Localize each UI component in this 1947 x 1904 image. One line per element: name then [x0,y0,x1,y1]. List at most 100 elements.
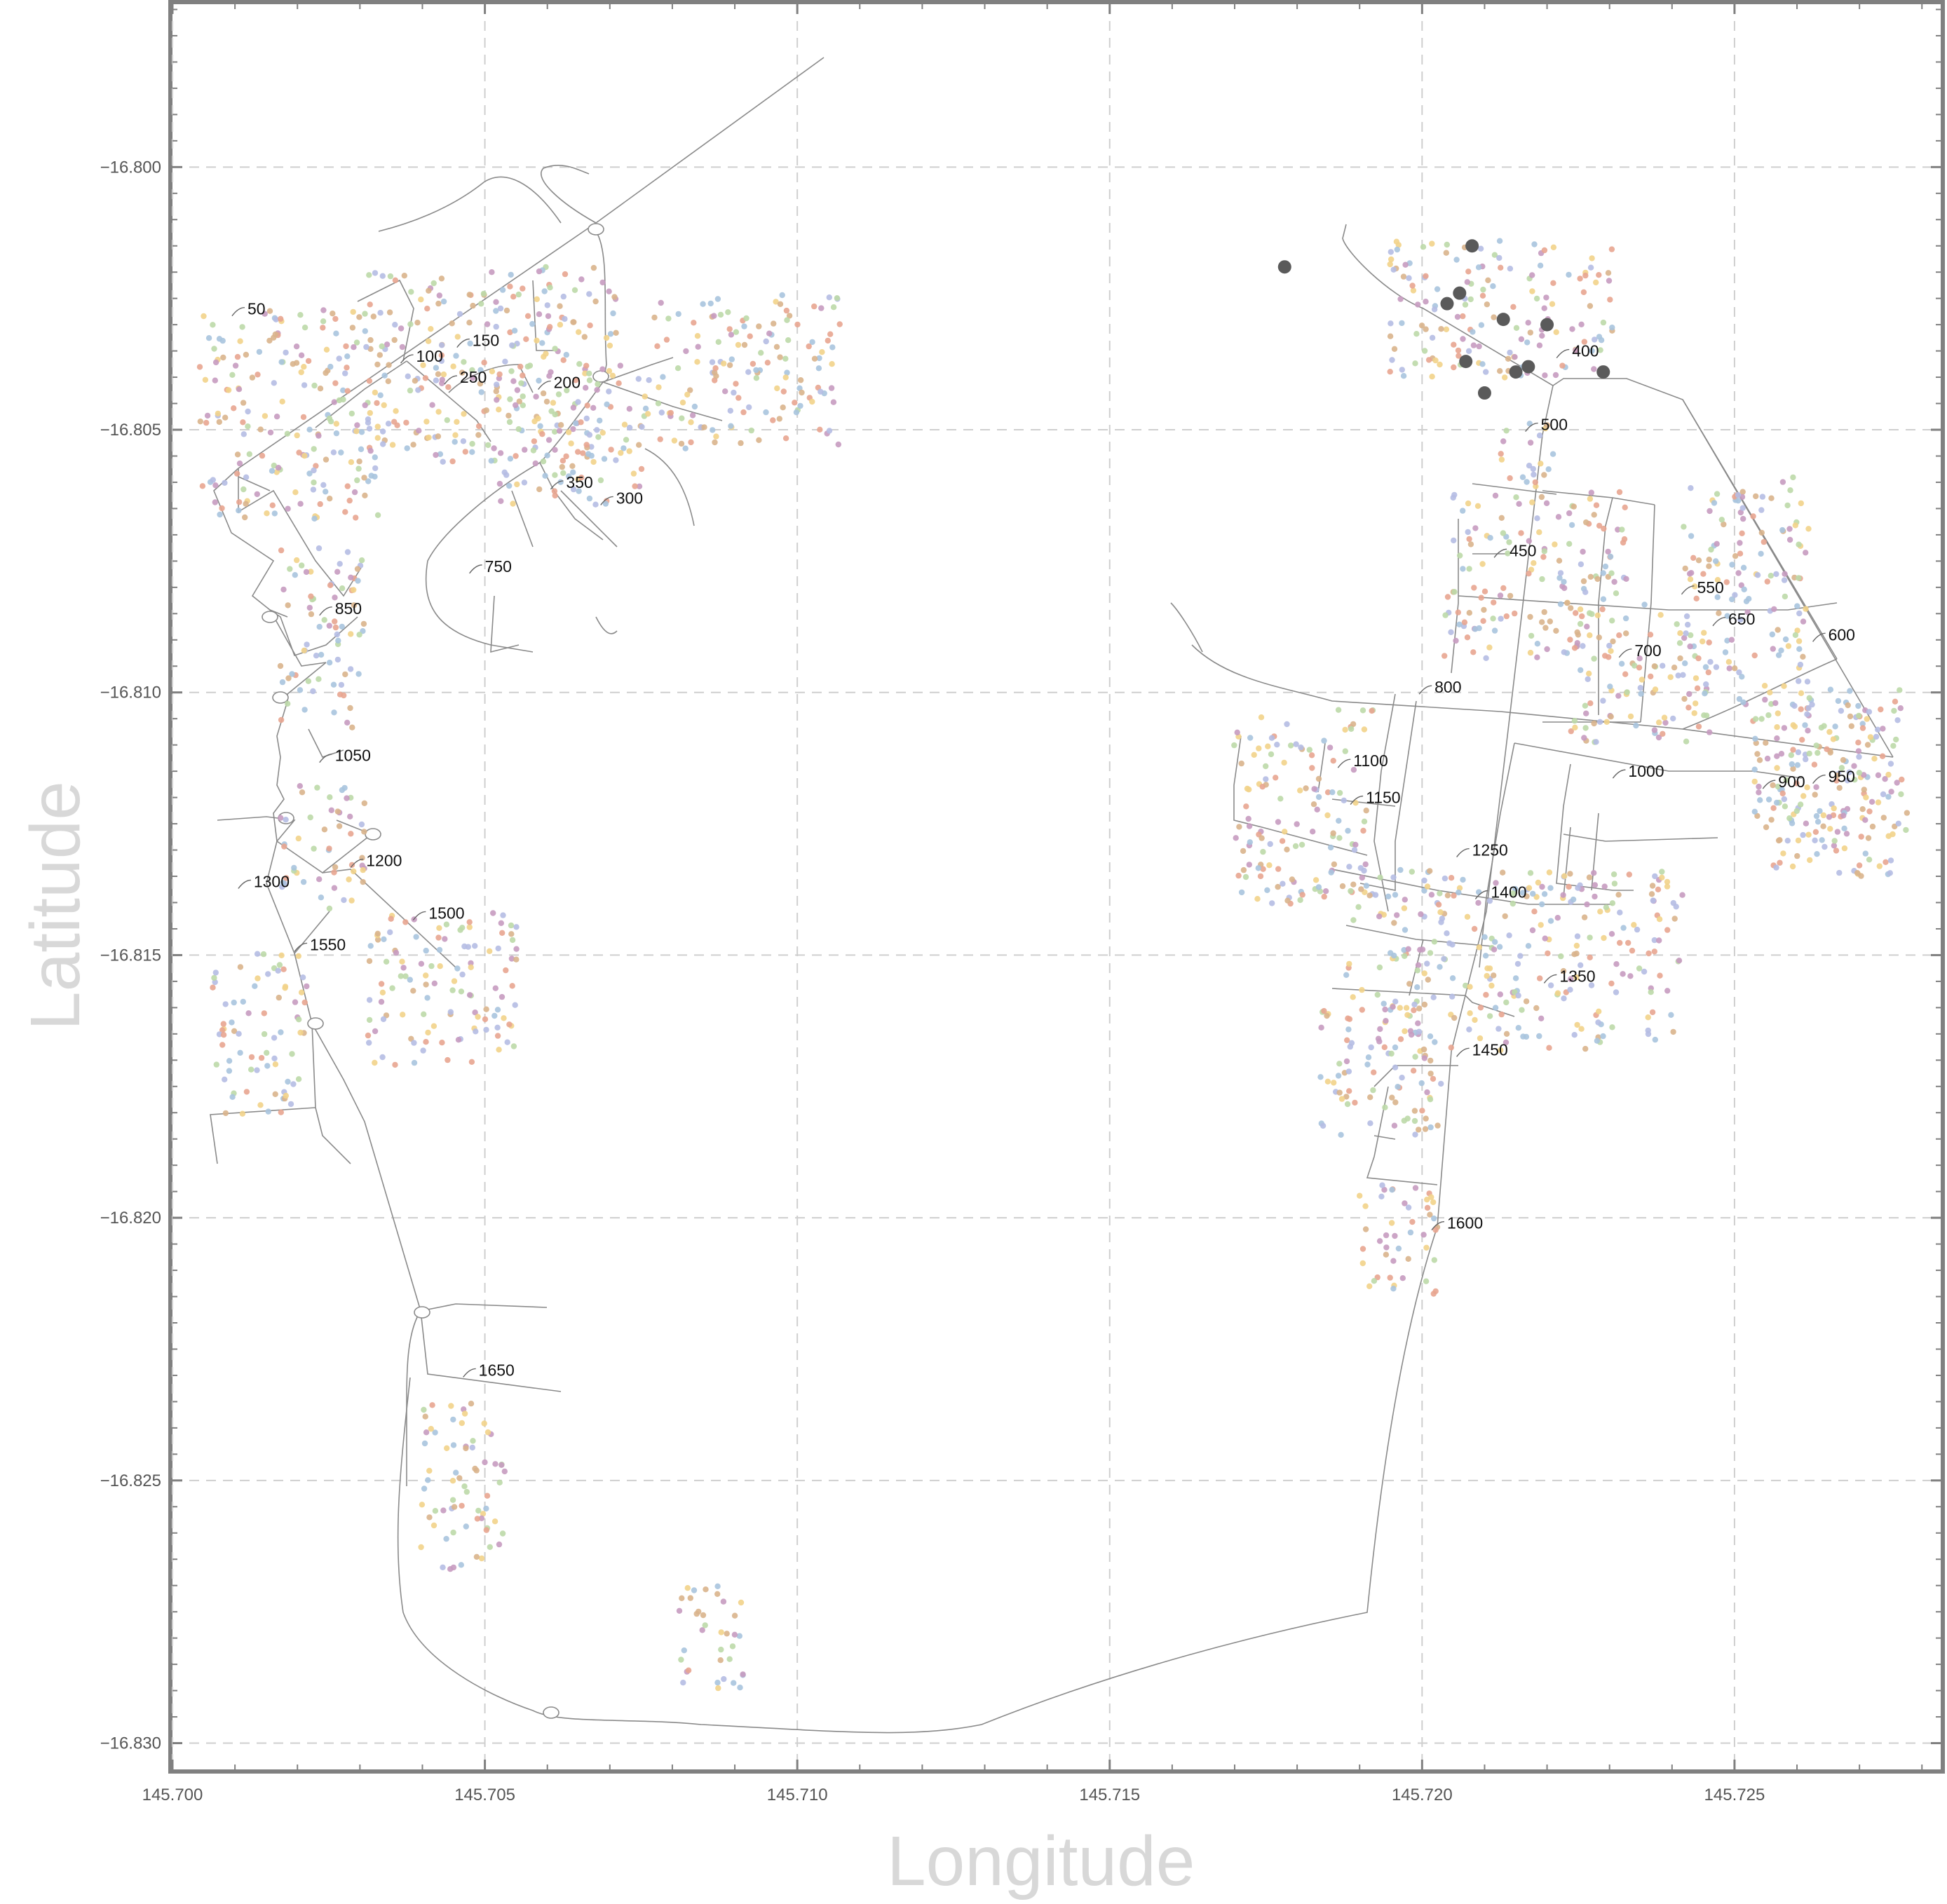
building-point [1775,652,1782,658]
building-point [1350,917,1357,923]
building-point [1779,526,1786,533]
building-point [443,1535,449,1542]
highlight-marker [1477,386,1491,400]
building-point [771,320,777,327]
building-point [365,1032,372,1039]
building-point [1759,494,1766,500]
building-point [590,404,597,411]
road-segment [357,279,414,362]
building-point [1539,883,1545,890]
building-point [1600,570,1606,576]
building-point [1741,586,1747,592]
building-point [1467,541,1474,548]
building-point [1355,904,1362,911]
building-point [1498,616,1504,622]
building-point [1431,306,1438,313]
building-point [338,449,344,456]
building-point [1465,268,1472,275]
building-point [1786,536,1793,543]
building-point [1656,719,1662,726]
label-leader [412,911,426,920]
building-point [1587,496,1594,502]
building-point [717,1657,724,1664]
building-point [1867,734,1874,740]
building-point [594,427,600,433]
building-point [599,279,606,286]
building-point [429,1402,435,1408]
building-point [374,423,381,430]
building-point [399,958,405,965]
building-point [1631,662,1638,669]
building-point [1620,971,1626,977]
building-point [440,458,446,465]
building-point [433,377,440,383]
building-point [1833,777,1840,784]
building-point [1600,596,1607,602]
building-point [1336,1061,1343,1067]
highlight-marker [1277,260,1291,274]
building-point [331,869,337,876]
building-point [1608,570,1615,576]
building-point [1676,640,1683,646]
building-point [501,469,508,475]
building-point [774,385,780,392]
building-point [1587,700,1594,707]
building-point [283,1092,289,1099]
building-point [536,311,543,318]
building-point [1781,683,1787,689]
building-point [1331,861,1338,868]
building-point [1491,972,1497,979]
building-point [1432,357,1439,364]
building-point [1391,346,1398,352]
label-leader [1525,422,1538,432]
building-point [1306,747,1313,753]
building-point [432,1508,439,1514]
building-point [362,492,368,498]
building-point [285,675,292,681]
building-point [497,450,504,456]
building-point [1412,360,1418,367]
building-point [1617,909,1623,916]
roundabout [272,691,289,704]
building-point [1437,361,1443,368]
building-point [1343,1094,1350,1100]
building-point [746,404,752,411]
building-point [275,967,281,974]
building-point [1624,689,1630,695]
building-point [257,426,264,433]
building-point [1474,503,1481,509]
building-point [301,647,307,654]
building-point [1673,904,1679,910]
building-point [545,437,552,443]
building-point [1450,494,1456,501]
building-point [1507,266,1514,272]
label-leader [600,496,613,505]
building-point [586,291,592,297]
building-point [515,291,522,298]
building-point [1420,1232,1427,1238]
building-point [618,449,624,456]
building-point [529,320,536,327]
building-point [402,973,409,979]
building-point [438,276,445,282]
sample-label: 1250 [1472,841,1508,859]
building-point [1399,1275,1406,1281]
building-point [333,430,340,437]
building-point [1352,841,1359,848]
building-point [1713,664,1720,670]
building-point [433,451,439,458]
building-point [1598,337,1605,344]
building-point [1329,789,1336,796]
building-point [407,387,414,394]
building-point [1676,958,1683,964]
building-point [473,1028,479,1035]
building-point [1492,939,1498,945]
building-point [1831,838,1838,844]
road-segment [1514,742,1803,779]
building-point [735,395,742,401]
building-point [1703,681,1709,688]
building-point [711,313,717,319]
building-point [254,951,261,957]
building-point [246,451,252,457]
building-point [1841,845,1848,852]
